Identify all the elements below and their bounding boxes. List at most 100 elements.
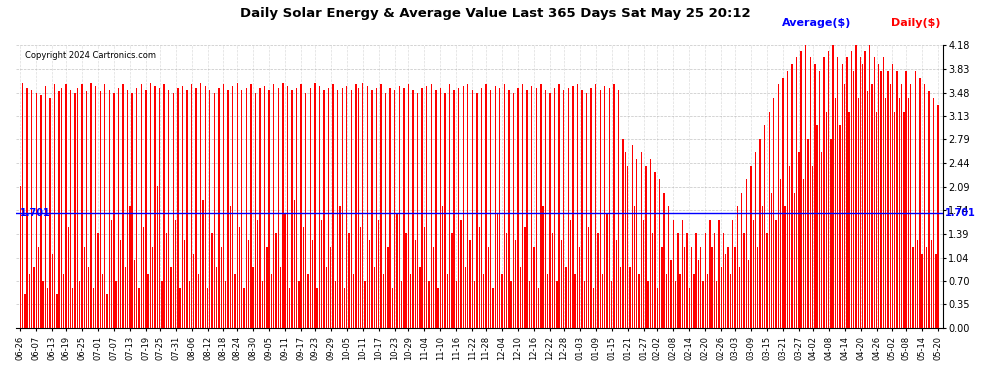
Bar	[273, 84, 274, 328]
Bar	[355, 84, 356, 328]
Bar	[641, 152, 642, 328]
Bar	[239, 226, 241, 328]
Bar	[348, 233, 349, 328]
Bar	[837, 57, 839, 328]
Bar	[814, 64, 816, 328]
Bar	[74, 93, 76, 328]
Bar	[485, 84, 487, 328]
Bar	[574, 274, 576, 328]
Bar	[106, 294, 108, 328]
Bar	[403, 88, 405, 328]
Text: 1.701: 1.701	[21, 208, 51, 218]
Bar	[357, 88, 359, 328]
Bar	[759, 139, 760, 328]
Bar	[275, 233, 276, 328]
Bar	[588, 226, 589, 328]
Bar	[163, 84, 164, 328]
Bar	[831, 139, 832, 328]
Bar	[656, 288, 658, 328]
Bar	[76, 88, 78, 328]
Bar	[353, 274, 354, 328]
Bar	[120, 240, 122, 328]
Bar	[689, 288, 690, 328]
Bar	[490, 90, 491, 328]
Bar	[712, 247, 713, 328]
Bar	[319, 86, 320, 328]
Bar	[721, 267, 722, 328]
Bar	[100, 91, 101, 328]
Bar	[620, 267, 622, 328]
Bar	[766, 233, 767, 328]
Bar	[563, 90, 564, 328]
Bar	[843, 84, 845, 328]
Bar	[929, 91, 930, 328]
Bar	[429, 281, 430, 328]
Bar	[264, 86, 265, 328]
Bar	[321, 220, 323, 328]
Bar	[695, 233, 697, 328]
Bar	[597, 233, 599, 328]
Bar	[481, 88, 482, 328]
Bar	[876, 112, 877, 328]
Bar	[518, 88, 519, 328]
Bar	[524, 226, 526, 328]
Bar	[878, 64, 879, 328]
Bar	[446, 274, 447, 328]
Bar	[212, 233, 213, 328]
Bar	[714, 233, 715, 328]
Bar	[125, 267, 126, 328]
Bar	[775, 220, 777, 328]
Bar	[730, 274, 731, 328]
Bar	[807, 139, 809, 328]
Bar	[337, 90, 339, 328]
Bar	[118, 88, 119, 328]
Bar	[378, 220, 379, 328]
Bar	[824, 57, 825, 328]
Bar	[406, 233, 407, 328]
Bar	[803, 179, 804, 328]
Bar	[649, 159, 651, 328]
Bar	[188, 281, 190, 328]
Bar	[67, 226, 69, 328]
Bar	[745, 179, 747, 328]
Bar	[590, 88, 592, 328]
Bar	[670, 261, 671, 328]
Bar	[469, 240, 471, 328]
Bar	[179, 288, 181, 328]
Bar	[254, 93, 256, 328]
Bar	[474, 281, 475, 328]
Bar	[465, 267, 466, 328]
Bar	[732, 220, 734, 328]
Bar	[175, 220, 176, 328]
Bar	[198, 274, 199, 328]
Bar	[798, 152, 800, 328]
Bar	[132, 93, 133, 328]
Bar	[250, 84, 251, 328]
Bar	[553, 88, 555, 328]
Bar	[780, 179, 781, 328]
Bar	[389, 88, 391, 328]
Bar	[892, 64, 893, 328]
Bar	[922, 254, 923, 328]
Bar	[442, 206, 444, 328]
Bar	[725, 254, 727, 328]
Bar	[668, 206, 669, 328]
Bar	[739, 267, 741, 328]
Bar	[513, 93, 514, 328]
Bar	[366, 86, 368, 328]
Bar	[412, 90, 414, 328]
Bar	[95, 86, 96, 328]
Bar	[632, 146, 633, 328]
Bar	[686, 233, 688, 328]
Bar	[235, 274, 236, 328]
Bar	[392, 288, 393, 328]
Bar	[764, 125, 765, 328]
Bar	[750, 166, 751, 328]
Bar	[926, 247, 928, 328]
Bar	[771, 193, 772, 328]
Bar	[287, 86, 288, 328]
Bar	[97, 233, 99, 328]
Bar	[83, 247, 85, 328]
Bar	[938, 105, 939, 328]
Bar	[639, 274, 640, 328]
